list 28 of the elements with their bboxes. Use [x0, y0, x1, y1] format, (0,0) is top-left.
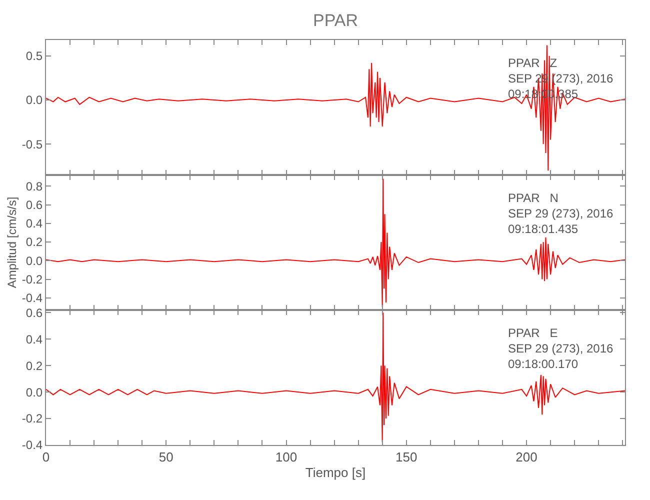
y-tick-label: 0.5 [26, 49, 43, 64]
y-tick-label: -0.4 [22, 291, 43, 306]
x-axis-title: Tiempo [s] [305, 465, 366, 480]
x-tick-label: 50 [158, 450, 174, 465]
y-axis-title: Amplitud [cm/s/s] [5, 196, 20, 288]
y-tick-label: 0.0 [26, 254, 43, 268]
y-tick-label: 0.2 [26, 235, 43, 250]
annotation: PPAR N SEP 29 (273), 2016 09:18:01.435 [508, 191, 614, 236]
y-tick-label: -0.5 [22, 137, 43, 152]
y-tick-label: 0.8 [26, 179, 43, 194]
line-series [46, 44, 625, 172]
line-series [46, 178, 625, 308]
y-tick-label: -0.4 [22, 438, 43, 452]
y-tick-label: -0.2 [22, 272, 43, 286]
x-tick-label: 0 [42, 450, 50, 465]
y-tick-label: 0.0 [26, 385, 43, 400]
y-tick-label: 0.0 [26, 93, 43, 108]
y-tick-label: 0.2 [26, 358, 43, 373]
x-tick-label: 200 [516, 450, 538, 465]
x-tick-label: 150 [396, 450, 418, 465]
y-tick-label: -0.2 [22, 412, 43, 426]
chart-title: PPAR [313, 11, 358, 30]
y-tick-label: 0.6 [26, 198, 43, 212]
y-tick-label: 0.6 [26, 306, 43, 320]
annotation: PPAR E SEP 29 (273), 2016 09:18:00.170 [508, 326, 614, 372]
x-tick-label: 100 [275, 450, 298, 465]
y-tick-label: 0.4 [26, 332, 43, 346]
y-tick-label: 0.4 [26, 216, 43, 231]
